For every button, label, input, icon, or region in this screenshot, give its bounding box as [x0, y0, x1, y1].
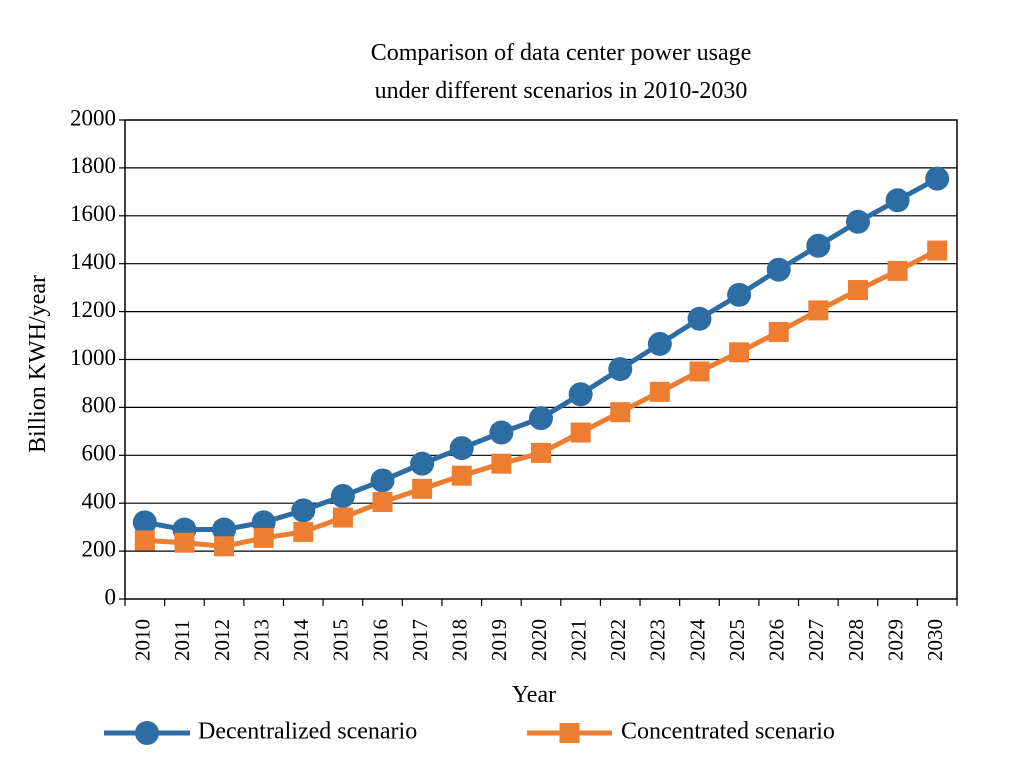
y-axis-ticks: 0 200 400 600 800 1000 1200 1400 1600 1800 2000 [70, 105, 125, 609]
legend-label: Decentralized scenario [198, 719, 417, 745]
x-tick-label: 2028 [844, 619, 868, 661]
y-tick-label: 200 [82, 536, 117, 561]
data-point [449, 436, 474, 461]
x-tick-label: 2022 [606, 619, 630, 661]
data-point [608, 357, 633, 382]
y-tick-label: 0 [105, 584, 117, 609]
legend-item: Concentrated scenario [527, 719, 835, 745]
legend: Decentralized scenario Concentrated scena… [104, 719, 835, 745]
data-point [806, 233, 831, 258]
data-point [212, 517, 237, 542]
x-tick-label: 2018 [448, 619, 472, 661]
y-tick-label: 1000 [70, 345, 116, 370]
data-point [689, 361, 710, 382]
data-point [214, 536, 235, 557]
x-tick-label: 2025 [725, 619, 749, 661]
data-point [887, 260, 908, 281]
chart-title-line-2: under different scenarios in 2010-2030 [375, 78, 748, 104]
chart-title-line-1: Comparison of data center power usage [371, 40, 752, 66]
data-point [134, 530, 155, 551]
series-2 [134, 240, 948, 557]
data-point [845, 209, 870, 234]
data-point [370, 468, 395, 493]
x-tick-label: 2012 [210, 619, 234, 661]
data-point [412, 478, 433, 499]
series-line [144, 248, 939, 549]
x-tick-label: 2021 [566, 619, 590, 661]
x-tick-label: 2024 [685, 619, 709, 662]
legend-item: Decentralized scenario [104, 719, 417, 745]
y-axis-label: Billion KWH/year [25, 275, 51, 453]
series-line [144, 176, 939, 533]
x-tick-label: 2026 [765, 619, 789, 661]
data-point [768, 321, 789, 342]
data-point [727, 282, 752, 307]
y-tick-label: 1200 [70, 297, 116, 322]
series-1 [132, 166, 950, 542]
data-point [491, 453, 512, 474]
legend-marker [135, 721, 159, 745]
legend-label: Concentrated scenario [621, 719, 835, 745]
y-tick-label: 2000 [70, 105, 116, 130]
y-tick-label: 800 [82, 393, 117, 418]
data-point [610, 402, 631, 423]
data-point [332, 507, 353, 528]
x-tick-label: 2015 [329, 619, 353, 661]
data-point [885, 188, 910, 213]
x-tick-label: 2030 [923, 619, 947, 661]
x-tick-label: 2013 [249, 619, 273, 661]
y-tick-label: 1600 [70, 201, 116, 226]
data-point [568, 382, 593, 407]
y-tick-label: 600 [82, 441, 117, 466]
data-point [847, 280, 868, 301]
x-axis-ticks: 2010 2011 2012 2013 2014 2015 2016 2017 2018 2019… [124, 599, 958, 662]
data-point [372, 492, 393, 513]
x-tick-label: 2011 [170, 620, 194, 661]
data-point [766, 257, 791, 282]
data-point [451, 465, 472, 486]
x-tick-label: 2017 [408, 619, 432, 661]
x-tick-label: 2014 [289, 619, 313, 662]
data-point [132, 510, 157, 535]
data-point [647, 331, 672, 356]
data-point [293, 521, 314, 542]
data-point [253, 527, 274, 548]
x-tick-label: 2020 [527, 619, 551, 661]
data-point [531, 442, 551, 463]
x-tick-label: 2027 [804, 619, 828, 661]
y-tick-label: 1400 [70, 249, 116, 274]
y-tick-label: 1800 [70, 153, 116, 178]
x-axis-label: Year [512, 682, 556, 708]
legend-marker [559, 723, 580, 743]
x-tick-label: 2016 [368, 619, 392, 661]
data-point [330, 484, 355, 509]
series-layer [132, 166, 950, 557]
data-point [925, 166, 950, 191]
data-point [570, 422, 591, 443]
data-point [927, 240, 948, 261]
x-tick-label: 2023 [646, 619, 670, 661]
gridlines [125, 167, 957, 552]
data-point [410, 451, 435, 476]
data-point [649, 381, 670, 402]
data-point [529, 406, 553, 431]
data-point [174, 532, 195, 553]
x-tick-label: 2010 [131, 619, 155, 661]
chart-title: Comparison of data center power usage un… [371, 40, 752, 104]
data-point [687, 306, 712, 331]
x-tick-label: 2019 [487, 619, 511, 661]
data-point [291, 498, 316, 523]
data-point [729, 342, 750, 363]
data-point [808, 300, 829, 321]
x-tick-label: 2029 [883, 619, 907, 661]
data-point [489, 420, 514, 445]
y-tick-label: 400 [82, 488, 117, 513]
